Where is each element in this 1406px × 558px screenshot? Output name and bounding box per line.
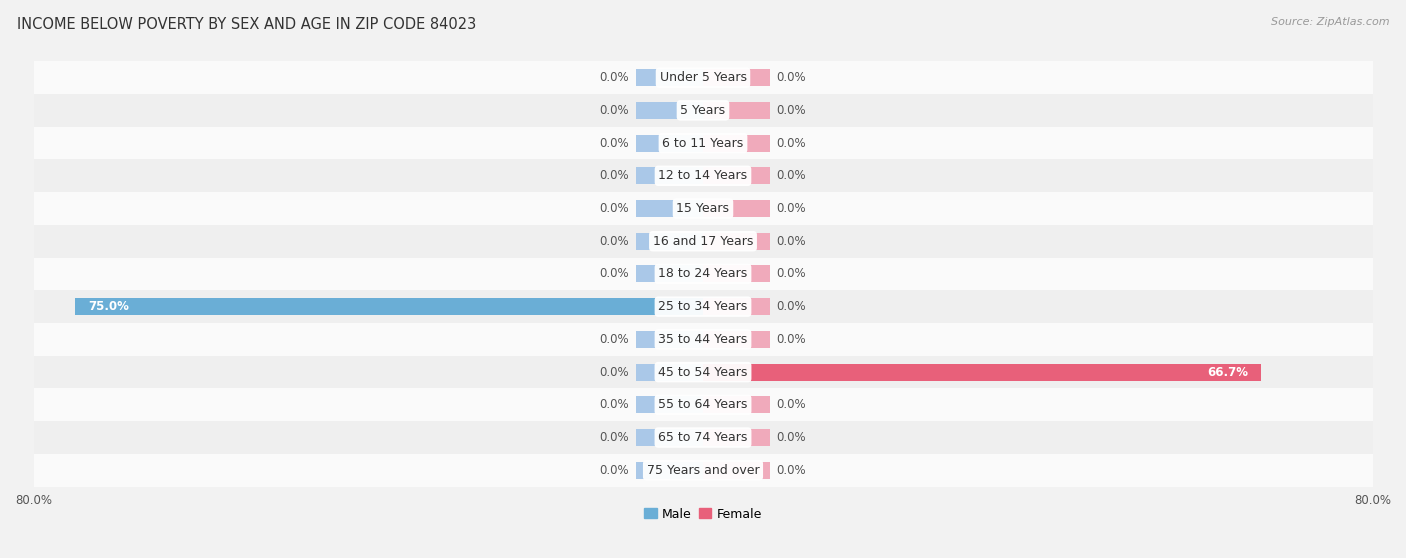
Text: 0.0%: 0.0% (600, 202, 630, 215)
Bar (76, 298, 703, 315)
Bar (703, 102, 770, 119)
Text: 75.0%: 75.0% (89, 300, 129, 313)
Text: 0.0%: 0.0% (600, 333, 630, 346)
Text: 0.0%: 0.0% (776, 137, 806, 150)
Bar (703, 233, 770, 250)
Text: 0.0%: 0.0% (776, 235, 806, 248)
Bar (34, 61, 1372, 94)
Bar (636, 69, 703, 86)
Text: 0.0%: 0.0% (600, 235, 630, 248)
Bar (34, 421, 1372, 454)
Bar (34, 225, 1372, 258)
Bar (703, 167, 770, 184)
Bar (34, 127, 1372, 160)
Text: 16 and 17 Years: 16 and 17 Years (652, 235, 754, 248)
Text: 5 Years: 5 Years (681, 104, 725, 117)
Text: 0.0%: 0.0% (776, 300, 806, 313)
Text: 0.0%: 0.0% (600, 169, 630, 182)
Text: 0.0%: 0.0% (776, 398, 806, 411)
Text: 0.0%: 0.0% (600, 431, 630, 444)
Bar (703, 266, 770, 282)
Text: INCOME BELOW POVERTY BY SEX AND AGE IN ZIP CODE 84023: INCOME BELOW POVERTY BY SEX AND AGE IN Z… (17, 17, 477, 32)
Text: 0.0%: 0.0% (776, 464, 806, 477)
Text: 0.0%: 0.0% (600, 71, 630, 84)
Text: 66.7%: 66.7% (1208, 365, 1249, 379)
Bar (636, 102, 703, 119)
Bar (703, 298, 770, 315)
Text: 25 to 34 Years: 25 to 34 Years (658, 300, 748, 313)
Bar (703, 200, 770, 217)
Bar (34, 388, 1372, 421)
Text: 0.0%: 0.0% (776, 71, 806, 84)
Bar (636, 331, 703, 348)
Text: 0.0%: 0.0% (600, 137, 630, 150)
Bar (34, 323, 1372, 356)
Bar (636, 233, 703, 250)
Text: 0.0%: 0.0% (776, 431, 806, 444)
Bar (636, 429, 703, 446)
Text: 0.0%: 0.0% (776, 202, 806, 215)
Text: 0.0%: 0.0% (776, 333, 806, 346)
Bar (703, 462, 770, 479)
Bar (34, 258, 1372, 290)
Text: 55 to 64 Years: 55 to 64 Years (658, 398, 748, 411)
Bar (703, 429, 770, 446)
Text: 0.0%: 0.0% (776, 267, 806, 281)
Bar (636, 167, 703, 184)
Text: 0.0%: 0.0% (600, 398, 630, 411)
Text: 0.0%: 0.0% (600, 464, 630, 477)
Text: 0.0%: 0.0% (600, 365, 630, 379)
Text: 6 to 11 Years: 6 to 11 Years (662, 137, 744, 150)
Text: 45 to 54 Years: 45 to 54 Years (658, 365, 748, 379)
Bar (636, 364, 703, 381)
Text: 15 Years: 15 Years (676, 202, 730, 215)
Bar (703, 396, 770, 413)
Bar (703, 134, 770, 152)
Bar (34, 192, 1372, 225)
Bar (703, 364, 1261, 381)
Text: 0.0%: 0.0% (600, 267, 630, 281)
Bar (636, 266, 703, 282)
Bar (636, 396, 703, 413)
Bar (34, 454, 1372, 487)
Text: 0.0%: 0.0% (776, 169, 806, 182)
Text: 0.0%: 0.0% (600, 104, 630, 117)
Bar (34, 94, 1372, 127)
Bar (34, 290, 1372, 323)
Text: 18 to 24 Years: 18 to 24 Years (658, 267, 748, 281)
Bar (34, 160, 1372, 192)
Bar (703, 331, 770, 348)
Text: 35 to 44 Years: 35 to 44 Years (658, 333, 748, 346)
Bar (34, 356, 1372, 388)
Bar (636, 134, 703, 152)
Text: 12 to 14 Years: 12 to 14 Years (658, 169, 748, 182)
Legend: Male, Female: Male, Female (644, 508, 762, 521)
Bar (703, 69, 770, 86)
Text: 65 to 74 Years: 65 to 74 Years (658, 431, 748, 444)
Bar (636, 462, 703, 479)
Text: 75 Years and over: 75 Years and over (647, 464, 759, 477)
Bar (636, 200, 703, 217)
Text: 0.0%: 0.0% (776, 104, 806, 117)
Text: Source: ZipAtlas.com: Source: ZipAtlas.com (1271, 17, 1389, 27)
Text: Under 5 Years: Under 5 Years (659, 71, 747, 84)
